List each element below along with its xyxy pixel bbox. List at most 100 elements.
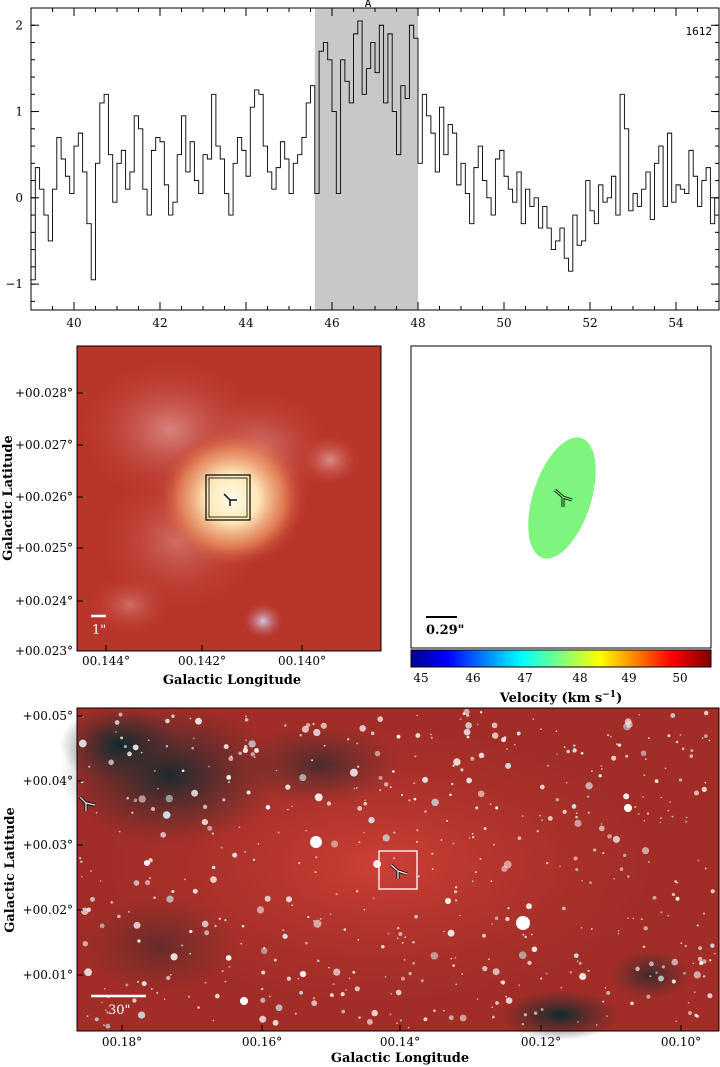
star-dot: [675, 896, 680, 901]
star-dot: [157, 787, 159, 790]
star-dot: [710, 889, 715, 894]
star-dot: [202, 804, 208, 810]
star-dot: [356, 787, 358, 789]
star-dot: [495, 1001, 499, 1005]
star-dot: [314, 793, 323, 802]
star-dot: [299, 734, 302, 737]
star-dot: [505, 916, 510, 922]
x-tick-label: 54: [668, 316, 684, 330]
star-dot: [491, 732, 499, 739]
star-dot: [697, 859, 700, 862]
star-dot: [591, 770, 593, 772]
star-dot: [340, 992, 345, 997]
star-dot: [156, 991, 159, 994]
star-dot: [610, 735, 612, 738]
star-dot: [479, 710, 483, 714]
colorbar-tick-label: 46: [465, 671, 480, 685]
star-dot: [470, 756, 475, 761]
star-dot: [412, 941, 415, 944]
star-dot: [702, 959, 707, 964]
star-dot: [482, 934, 485, 937]
star-dot: [401, 794, 403, 796]
star-dot: [671, 958, 678, 966]
star-dot: [693, 971, 701, 979]
bottom-y-tick-label: +00.04°: [23, 774, 73, 788]
star-dot: [595, 1024, 598, 1026]
star-dot: [261, 970, 266, 975]
bottom-scale-label: 30": [108, 1003, 131, 1018]
star-dot: [661, 965, 665, 969]
left-scale-label: 1": [92, 623, 106, 638]
star-dot: [192, 888, 198, 894]
left-y-tick-label: +00.028°: [15, 386, 73, 400]
star-dot: [617, 932, 620, 935]
star-dot: [556, 753, 558, 755]
star-dot: [413, 797, 417, 801]
star-dot: [286, 976, 291, 981]
star-dot: [329, 913, 332, 915]
y-tick-label: 1: [15, 105, 23, 119]
star-dot: [149, 877, 151, 879]
star-dot: [490, 880, 493, 882]
star-dot: [430, 733, 432, 736]
star-dot: [420, 979, 424, 983]
star-dot: [598, 825, 605, 832]
star-dot: [226, 775, 232, 780]
star-dot: [652, 895, 657, 900]
star-dot: [601, 768, 603, 770]
star-dot: [506, 748, 508, 750]
star-dot: [690, 749, 694, 753]
star-dot: [454, 886, 458, 889]
star-dot: [346, 737, 350, 741]
star-dot: [214, 993, 220, 999]
colorbar-tick-label: 48: [572, 671, 587, 685]
star-dot: [671, 892, 675, 897]
right-panel: 0.29" 45 46 47 48 49 50 Velocity (km s−1): [410, 345, 712, 706]
star-dot: [667, 914, 669, 917]
star-dot: [573, 744, 576, 747]
star-dot: [701, 737, 704, 739]
star-dot: [696, 924, 699, 927]
star-dot: [533, 1011, 538, 1015]
x-tick-label: 52: [582, 316, 597, 330]
star-dot: [483, 826, 487, 831]
star-dot: [500, 980, 506, 985]
left-x-tick-label: 00.140°: [278, 654, 326, 668]
bottom-yaxis-title: Galactic Latitude: [3, 807, 18, 933]
bottom-x-tick-label: 00.18°: [102, 1035, 142, 1049]
star-dot: [617, 743, 622, 747]
star-dot: [545, 972, 548, 975]
star-dot: [210, 876, 217, 883]
star-dot: [181, 769, 185, 773]
star-dot: [581, 880, 583, 882]
star-dot: [291, 904, 293, 907]
colorbar-title: Velocity (km s−1): [499, 690, 622, 706]
star-dot: [284, 724, 287, 727]
star-dot: [694, 1013, 698, 1017]
star-dot: [604, 987, 607, 989]
star-dot: [137, 939, 141, 943]
star-dot: [415, 840, 419, 843]
star-dot: [697, 956, 703, 962]
star-dot: [494, 916, 499, 920]
star-dot: [491, 1006, 494, 1009]
star-dot: [184, 878, 186, 881]
star-dot: [358, 1016, 361, 1019]
star-dot: [674, 880, 678, 883]
star-dot: [204, 981, 207, 984]
star-dot: [521, 815, 524, 817]
x-tick-label: 50: [496, 316, 511, 330]
star-dot: [95, 811, 98, 814]
star-dot: [282, 933, 288, 939]
spectrum-id-label: 1612: [686, 25, 713, 38]
star-dot: [208, 765, 210, 768]
star-dot: [304, 941, 308, 945]
star-dot: [138, 1011, 146, 1019]
star-dot: [468, 837, 471, 839]
star-dot: [345, 989, 347, 991]
star-dot: [301, 725, 309, 733]
star-dot: [448, 1015, 454, 1021]
star-dot: [204, 930, 210, 936]
star-dot: [702, 975, 706, 978]
star-dot: [224, 980, 227, 983]
